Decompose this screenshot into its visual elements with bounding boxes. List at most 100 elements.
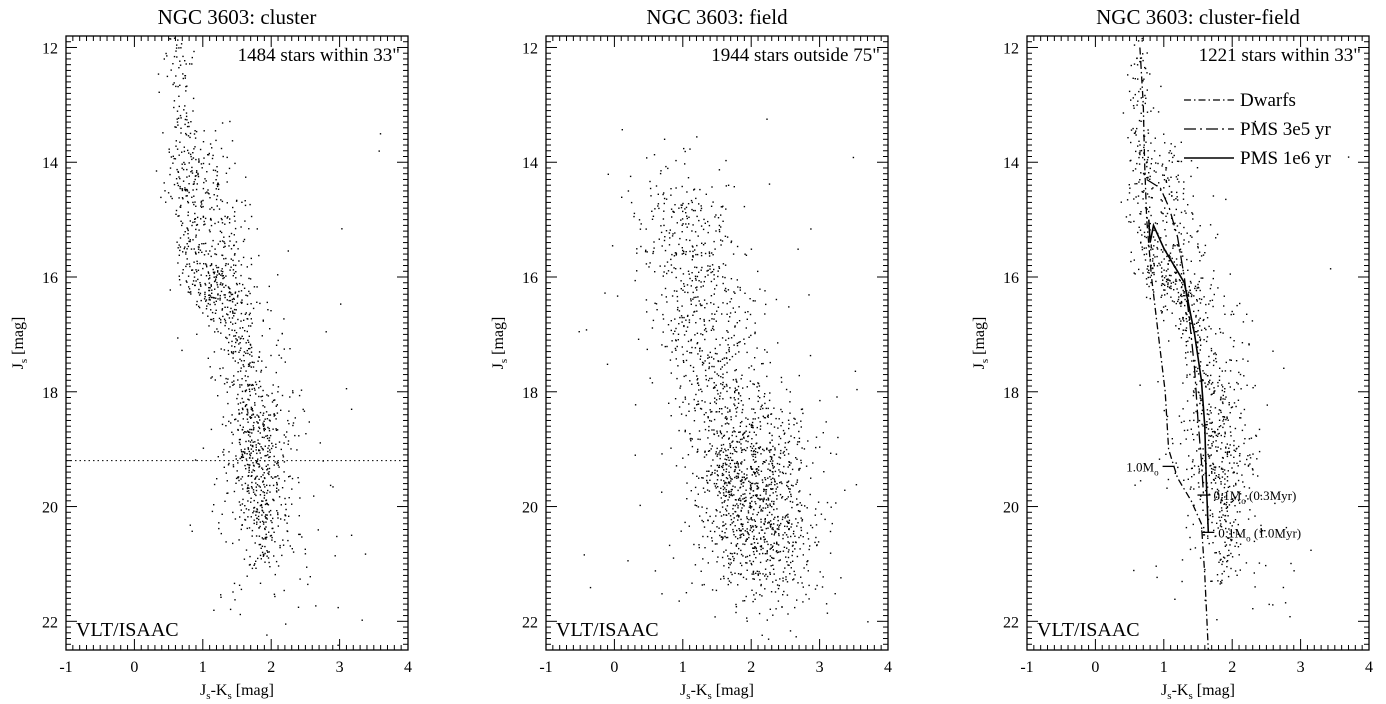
- star-point: [678, 310, 681, 312]
- star-point: [809, 354, 812, 357]
- star-point: [682, 360, 685, 362]
- star-point: [727, 482, 730, 484]
- star-point: [1161, 267, 1163, 269]
- star-point: [268, 445, 270, 447]
- star-point: [715, 515, 717, 517]
- star-point: [1168, 152, 1170, 154]
- star-point: [193, 195, 195, 197]
- star-point: [760, 537, 762, 539]
- star-point: [230, 248, 233, 250]
- star-point: [1170, 287, 1172, 290]
- star-point: [1222, 514, 1224, 516]
- star-point: [241, 299, 243, 301]
- star-point: [854, 370, 857, 372]
- star-point: [283, 318, 285, 320]
- star-point: [1194, 285, 1197, 287]
- star-point: [272, 445, 274, 447]
- star-point: [743, 432, 745, 434]
- star-point: [1199, 402, 1201, 405]
- star-point: [184, 189, 186, 191]
- star-point: [230, 266, 232, 268]
- star-point: [755, 495, 758, 498]
- star-point: [702, 477, 704, 479]
- star-point: [663, 271, 665, 273]
- star-point: [792, 550, 794, 553]
- star-point: [712, 254, 714, 256]
- star-point: [1229, 359, 1231, 361]
- star-point: [781, 471, 784, 474]
- star-point: [796, 504, 798, 506]
- star-point: [708, 429, 710, 432]
- star-point: [1212, 305, 1214, 308]
- star-point: [1253, 572, 1255, 574]
- star-point: [671, 351, 673, 353]
- star-point: [689, 433, 691, 435]
- star-point: [726, 371, 728, 374]
- star-point: [275, 446, 277, 448]
- star-point: [1150, 264, 1152, 267]
- star-point: [1216, 522, 1218, 524]
- star-point: [177, 247, 179, 249]
- star-point: [1221, 573, 1223, 575]
- star-point: [759, 572, 761, 575]
- star-point: [707, 220, 709, 223]
- star-point: [235, 418, 237, 420]
- star-point: [1182, 284, 1184, 286]
- star-point: [765, 489, 768, 491]
- star-point: [1197, 330, 1199, 332]
- star-point: [256, 523, 258, 525]
- star-point: [711, 473, 713, 476]
- star-point: [1201, 380, 1204, 382]
- star-point: [214, 222, 216, 225]
- star-point: [649, 377, 651, 379]
- star-point: [725, 491, 727, 493]
- star-point: [1195, 314, 1197, 317]
- star-point: [255, 462, 258, 464]
- star-point: [257, 463, 259, 465]
- star-point: [740, 443, 742, 445]
- star-point: [676, 295, 679, 298]
- star-point: [746, 528, 748, 530]
- star-point: [183, 161, 185, 164]
- star-point: [176, 56, 178, 58]
- star-point: [694, 231, 697, 233]
- star-point: [772, 528, 774, 531]
- star-point: [1219, 477, 1221, 480]
- star-point: [1226, 501, 1228, 504]
- star-point: [699, 347, 701, 349]
- star-point: [256, 228, 258, 230]
- star-point: [240, 301, 242, 303]
- star-point: [777, 427, 779, 429]
- star-point: [743, 600, 746, 602]
- star-point: [652, 215, 655, 217]
- star-point: [1152, 258, 1154, 260]
- star-point: [754, 524, 757, 527]
- star-point: [193, 133, 196, 135]
- star-point: [604, 292, 606, 294]
- star-point: [1146, 165, 1148, 168]
- star-point: [739, 529, 741, 532]
- star-point: [1143, 231, 1146, 234]
- star-point: [219, 230, 222, 232]
- star-point: [720, 444, 723, 446]
- star-point: [1199, 325, 1201, 327]
- star-point: [1190, 175, 1192, 178]
- star-point: [684, 430, 686, 433]
- star-point: [1225, 504, 1227, 506]
- star-point: [709, 402, 711, 404]
- star-point: [280, 504, 282, 506]
- star-point: [734, 353, 737, 355]
- star-point: [722, 282, 724, 285]
- star-point: [265, 517, 268, 519]
- star-point: [1217, 580, 1219, 582]
- star-point: [198, 306, 201, 309]
- star-point: [1141, 234, 1143, 236]
- star-point: [757, 270, 759, 273]
- star-point: [711, 327, 714, 330]
- star-point: [776, 551, 779, 554]
- star-point: [856, 388, 858, 391]
- star-point: [1210, 412, 1212, 414]
- star-point: [710, 356, 713, 358]
- star-point: [754, 472, 757, 474]
- star-point: [266, 437, 269, 440]
